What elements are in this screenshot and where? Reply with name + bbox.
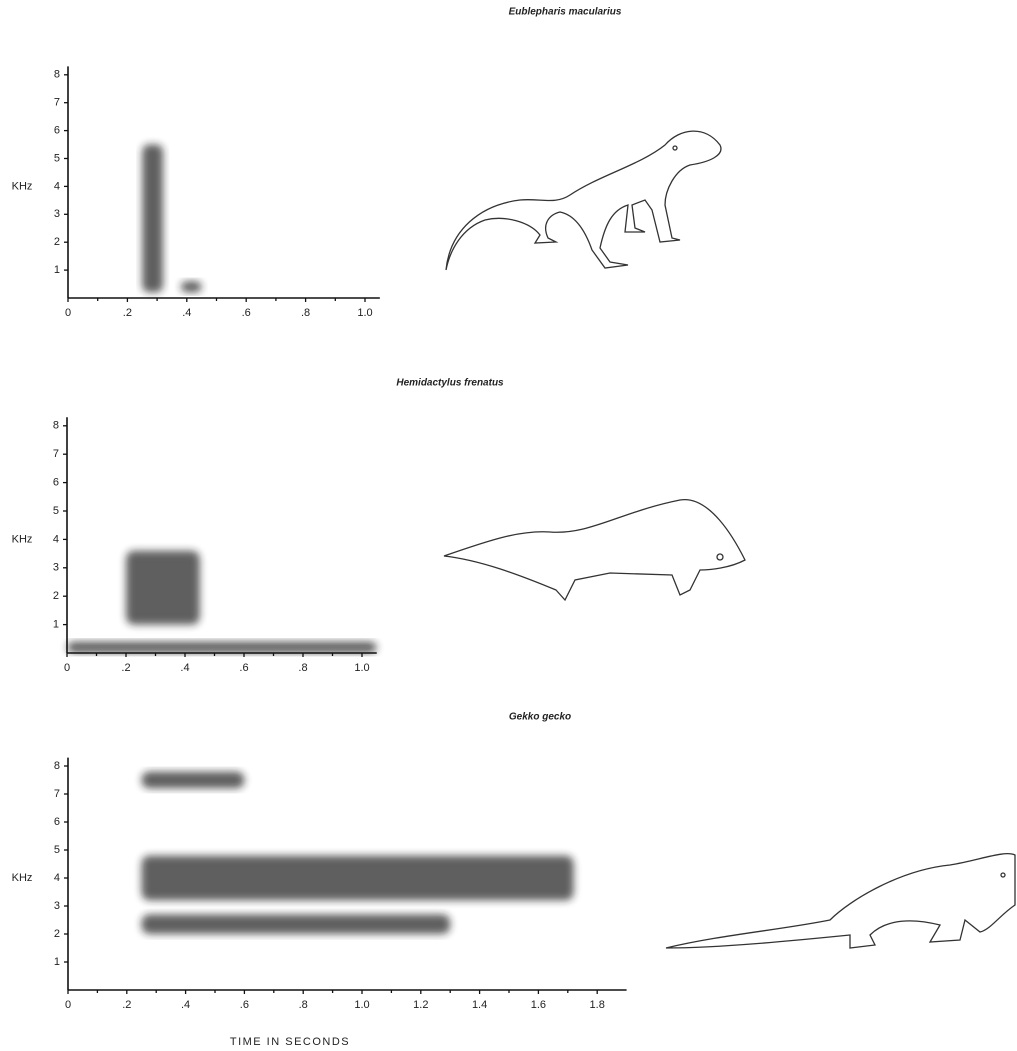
- y-tick-label: 7: [53, 448, 59, 460]
- y-tick-label: 6: [54, 816, 60, 828]
- x-tick-label: 1.0: [354, 999, 369, 1011]
- y-tick-label: 2: [54, 928, 60, 940]
- spectrogram-energy: [141, 771, 245, 789]
- x-tick-label: 1.6: [531, 999, 546, 1011]
- x-tick-label: 0: [64, 662, 70, 674]
- x-tick-label: .6: [239, 662, 248, 674]
- lizard-drawing: [443, 130, 1016, 949]
- chart-title: Hemidactylus frenatus: [396, 378, 504, 389]
- spectrogram-energy: [141, 855, 574, 901]
- y-tick-label: 2: [53, 590, 59, 602]
- x-tick-label: .4: [181, 999, 190, 1011]
- x-tick-label: .6: [242, 307, 251, 319]
- x-tick-label: 1.8: [590, 999, 605, 1011]
- x-axis-label: TIME IN SECONDS: [230, 1036, 350, 1048]
- y-axis-label: KHz: [12, 180, 33, 192]
- y-axis-label: KHz: [12, 533, 33, 545]
- x-tick-label: .8: [301, 307, 310, 319]
- x-tick-label: .4: [180, 662, 189, 674]
- x-tick-label: .8: [299, 999, 308, 1011]
- spectrogram-energy: [141, 914, 451, 934]
- y-tick-label: 1: [54, 264, 60, 276]
- y-tick-label: 8: [54, 69, 60, 81]
- x-tick-label: 1.0: [354, 662, 369, 674]
- y-tick-label: 5: [53, 505, 59, 517]
- y-tick-label: 8: [53, 420, 59, 432]
- spectrogram-energy: [67, 641, 377, 653]
- y-tick-label: 6: [53, 477, 59, 489]
- x-tick-label: .4: [182, 307, 191, 319]
- y-tick-label: 4: [54, 872, 60, 884]
- x-tick-label: 0: [65, 999, 71, 1011]
- y-tick-label: 7: [54, 788, 60, 800]
- y-tick-label: 2: [54, 236, 60, 248]
- x-tick-label: 1.0: [357, 307, 372, 319]
- x-tick-label: 1.4: [472, 999, 487, 1011]
- spectrogram-energy: [142, 144, 164, 293]
- chart-title: Eublepharis macularius: [509, 7, 622, 18]
- y-tick-label: 1: [54, 956, 60, 968]
- y-axis-label: KHz: [12, 872, 33, 884]
- chart-title: Gekko gecko: [509, 712, 571, 723]
- x-tick-label: .2: [123, 307, 132, 319]
- y-tick-label: 5: [54, 844, 60, 856]
- y-tick-label: 5: [54, 152, 60, 164]
- y-tick-label: 1: [53, 619, 59, 631]
- y-tick-label: 8: [54, 760, 60, 772]
- y-tick-label: 4: [53, 533, 59, 545]
- y-tick-label: 3: [54, 208, 60, 220]
- y-tick-label: 7: [54, 97, 60, 109]
- x-tick-label: .2: [122, 999, 131, 1011]
- x-tick-label: 0: [65, 307, 71, 319]
- spectrogram-energy: [180, 281, 202, 293]
- x-tick-label: .8: [298, 662, 307, 674]
- y-tick-label: 4: [54, 180, 60, 192]
- y-tick-label: 3: [54, 900, 60, 912]
- spectrogram-energy: [126, 550, 200, 625]
- x-tick-label: .6: [240, 999, 249, 1011]
- x-tick-label: .2: [121, 662, 130, 674]
- y-tick-label: 6: [54, 125, 60, 137]
- x-tick-label: 1.2: [413, 999, 428, 1011]
- y-tick-label: 3: [53, 562, 59, 574]
